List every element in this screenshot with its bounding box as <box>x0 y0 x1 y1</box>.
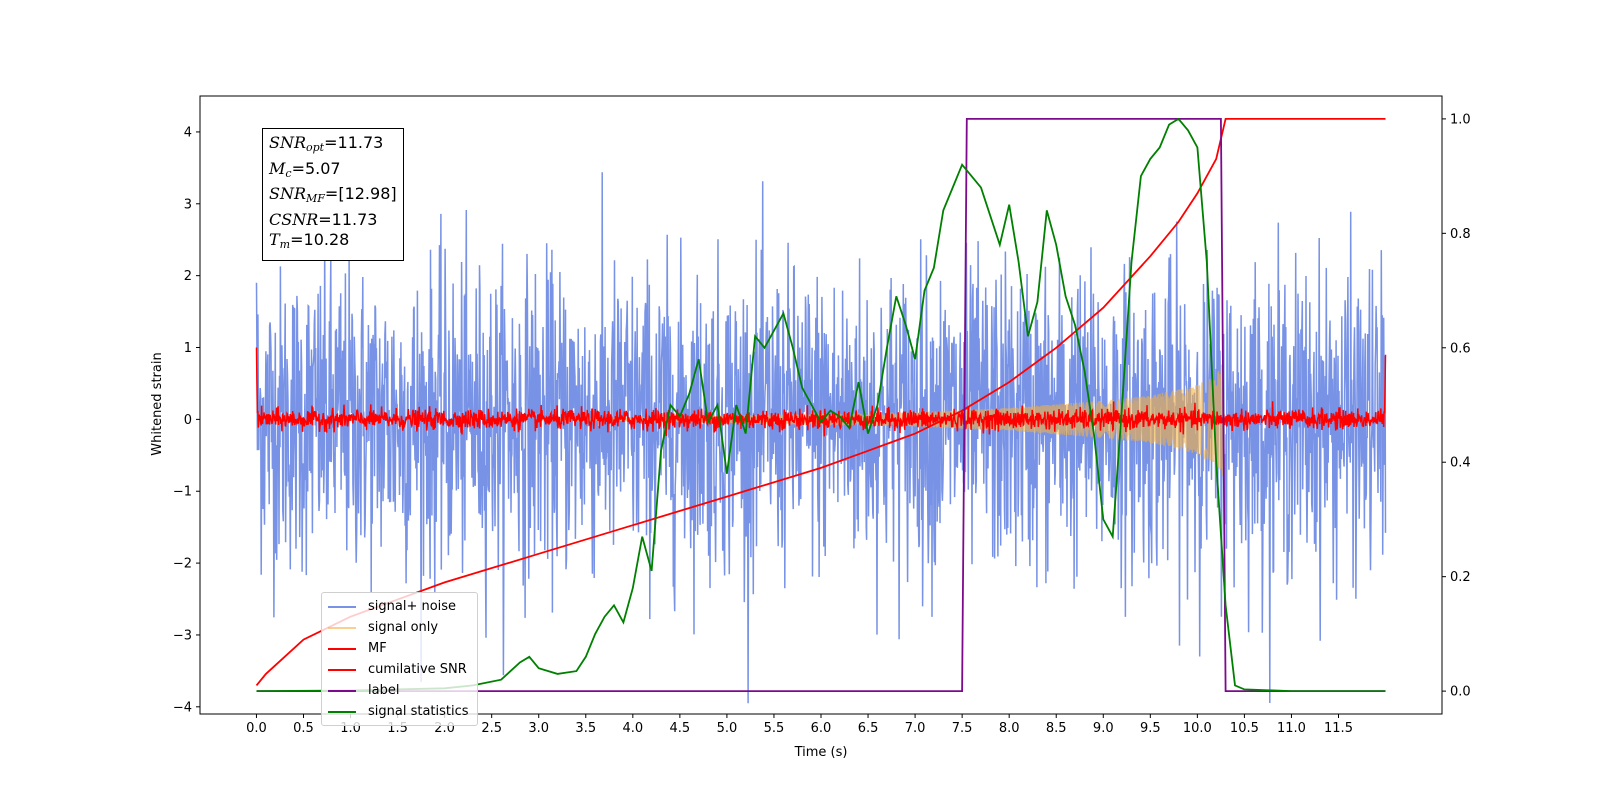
y-axis-label: Whitened strain <box>150 352 165 455</box>
legend-label: label <box>368 683 400 698</box>
y2-tick-label: 0.4 <box>1450 456 1471 471</box>
tm-row: Tm=10.28 <box>269 230 350 251</box>
y-tick-label: 2 <box>184 269 192 284</box>
series-signal-statistics <box>256 117 1386 692</box>
legend-swatch <box>328 626 356 629</box>
legend-item: signal+ noise <box>328 596 469 617</box>
legend-label: signal only <box>368 620 439 635</box>
snr-opt-row: SNRopt=11.73 <box>269 133 384 154</box>
y2-tick-label: 0.8 <box>1450 227 1471 242</box>
x-tick-label: 4.5 <box>670 721 691 736</box>
legend-swatch <box>328 668 356 671</box>
y2-tick-label: 0.0 <box>1450 685 1471 700</box>
legend-label: signal+ noise <box>368 599 457 614</box>
y-tick-label: 4 <box>184 125 192 140</box>
legend-swatch <box>328 689 356 692</box>
x-tick-label: 11.0 <box>1277 721 1306 736</box>
y-tick-label: −2 <box>173 557 192 572</box>
x-tick-label: 4.0 <box>622 721 643 736</box>
x-tick-label: 9.5 <box>1140 721 1161 736</box>
series-label <box>256 118 1386 692</box>
x-axis: 0.0 0.5 1.0 1.5 2.0 2.5 3.0 3.5 4.0 4.5 5.0 5.5 6.0 6… <box>246 714 1353 736</box>
x-tick-label: 11.5 <box>1324 721 1353 736</box>
x-tick-label: 6.0 <box>811 721 832 736</box>
legend-item: label <box>328 680 469 701</box>
x-tick-label: 3.0 <box>528 721 549 736</box>
legend-swatch <box>328 710 356 713</box>
x-tick-label: 6.5 <box>858 721 879 736</box>
x-tick-label: 7.5 <box>952 721 973 736</box>
legend: signal+ noise signal only MF cumilative SNR… <box>321 592 478 726</box>
y-tick-label: −1 <box>173 485 192 500</box>
y-axis-right: 0.0 0.2 0.4 0.6 0.8 1.0 <box>1442 112 1471 700</box>
x-tick-label: 2.5 <box>481 721 502 736</box>
legend-swatch <box>328 647 356 650</box>
legend-item: signal only <box>328 617 469 638</box>
legend-swatch <box>328 605 356 608</box>
x-tick-label: 9.0 <box>1093 721 1114 736</box>
stats-annotation: SNRopt=11.73 Mc=5.07 SNRMF=[12.98] CSNR=… <box>262 128 404 261</box>
x-tick-label: 7.0 <box>905 721 926 736</box>
x-tick-label: 0.5 <box>293 721 314 736</box>
csnr-row: CSNR=11.73 <box>269 209 378 229</box>
x-tick-label: 10.0 <box>1183 721 1212 736</box>
mc-row: Mc=5.07 <box>269 158 341 180</box>
x-tick-label: 8.0 <box>999 721 1020 736</box>
x-tick-label: 5.5 <box>764 721 785 736</box>
x-tick-label: 5.0 <box>717 721 738 736</box>
y-tick-label: 3 <box>184 197 192 212</box>
legend-item: signal statistics <box>328 701 469 722</box>
y2-tick-label: 0.6 <box>1450 341 1471 356</box>
y-tick-label: −4 <box>173 700 192 715</box>
x-tick-label: 3.5 <box>575 721 596 736</box>
y-tick-label: 1 <box>184 341 192 356</box>
y2-tick-label: 0.2 <box>1450 570 1471 585</box>
y-tick-label: −3 <box>173 628 192 643</box>
legend-item: MF <box>328 638 469 659</box>
series-signal-noise <box>255 172 1387 704</box>
legend-label: signal statistics <box>368 704 469 719</box>
y2-tick-label: 1.0 <box>1450 112 1471 127</box>
y-tick-label: 0 <box>184 413 192 428</box>
snr-mf-row: SNRMF=[12.98] <box>269 184 397 205</box>
legend-label: cumilative SNR <box>368 662 467 677</box>
legend-label: MF <box>368 641 387 656</box>
legend-item: cumilative SNR <box>328 659 469 680</box>
y-axis-left: −4 −3 −2 −1 0 1 2 3 4 <box>173 125 200 715</box>
x-tick-label: 8.5 <box>1046 721 1067 736</box>
x-tick-label: 10.5 <box>1230 721 1259 736</box>
x-axis-label: Time (s) <box>794 745 848 760</box>
x-tick-label: 0.0 <box>246 721 267 736</box>
